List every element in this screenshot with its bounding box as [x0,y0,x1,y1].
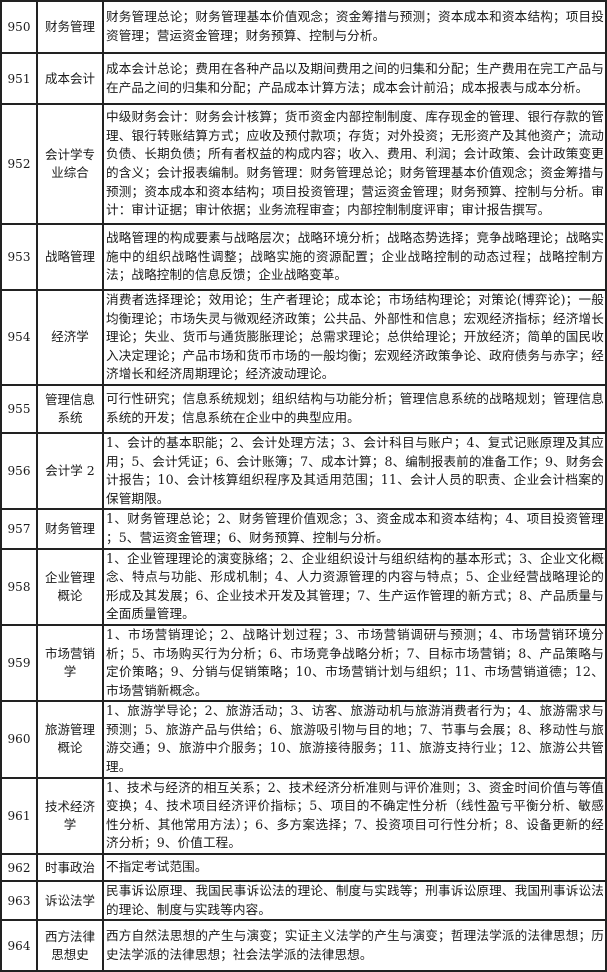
subject-code: 957 [0,508,38,550]
table-row: 956 会计学 2 1、会计的基本职能；2、会计处理方法；3、会计科目与账户；4、复… [0,431,607,511]
subject-name: 市场营销学 [36,623,104,703]
subject-code: 961 [0,776,38,856]
subject-content: 中级财务会计：财务会计核算；货币资金内部控制制度、库存现金的管理、银行存款的管理… [102,103,607,225]
subject-content: 1、旅游学导论；2、旅游活动；3、访客、旅游动机与旅游消费者行为；4、旅游需求与… [102,700,607,779]
subject-name: 成本会计 [36,52,104,105]
subject-content: 西方自然法思想的产生与演变；实证主义法学的产生与演变；哲理法学派的法律思想；历史… [102,919,607,972]
subject-code: 953 [0,223,38,291]
subject-code: 960 [0,700,38,779]
table-row: 964 西方法律思想史 西方自然法思想的产生与演变；实证主义法学的产生与演变；哲理法… [0,919,607,972]
subject-content: 财务管理总论；财务管理基本价值观念；资金筹措与预测；资本成本和资本结构；项目投资… [102,0,607,54]
table-row: 950 财务管理 财务管理总论；财务管理基本价值观念；资金筹措与预测；资本成本和资本… [0,0,607,54]
subject-code: 958 [0,547,38,626]
subject-code: 964 [0,919,38,972]
subject-code: 951 [0,52,38,105]
table-row: 951 成本会计 成本会计总论；费用在各种产品以及期间费用之间的归集和分配；生产费用… [0,52,607,105]
subject-content: 1、技术与经济的相互关系；2、技术经济分析准则与评价准则；3、资金时间价值与等值… [102,776,607,856]
subject-name: 财务管理 [36,0,104,54]
subject-name: 管理信息系统 [36,383,104,434]
subject-content: 消费者选择理论；效用论；生产者理论；成本论；市场结构理论；对策论(博弈论)；一般… [102,289,607,386]
subject-code: 950 [0,0,38,54]
table-row: 959 市场营销学 1、市场营销理论；2、战略计划过程；3、市场营销调研与预测；4、… [0,623,607,703]
subject-name: 旅游管理概论 [36,700,104,779]
subject-content: 战略管理的构成要素与战略层次；战略环境分析；战略态势选择；竞争战略理论；战略实施… [102,223,607,291]
subject-name: 会计学专业综合 [36,103,104,225]
subject-content: 1、会计的基本职能；2、会计处理方法；3、会计科目与账户；4、复式记账原理及其应… [102,431,607,511]
subject-name: 西方法律思想史 [36,919,104,972]
table-row: 957 财务管理 1、财务管理总论；2、财务管理价值观念；3、资金成本和资本结构；4… [0,508,607,550]
subject-name: 经济学 [36,289,104,386]
table-row: 953 战略管理 战略管理的构成要素与战略层次；战略环境分析；战略态势选择；竞争战… [0,223,607,291]
subject-code: 962 [0,853,38,883]
subject-code: 952 [0,103,38,225]
subject-code: 956 [0,431,38,511]
table-row: 954 经济学 消费者选择理论；效用论；生产者理论；成本论；市场结构理论；对策论(博… [0,289,607,386]
subject-name: 财务管理 [36,508,104,550]
subject-name: 企业管理概论 [36,547,104,626]
subject-name: 技术经济学 [36,776,104,856]
table-row: 963 诉讼法学 民事诉讼原理、我国民事诉讼法的理论、制度与实践等；刑事诉讼原理、我… [0,880,607,922]
subject-content: 1、市场营销理论；2、战略计划过程；3、市场营销调研与预测；4、市场营销环境分析… [102,623,607,703]
subject-code: 954 [0,289,38,386]
subject-code: 959 [0,623,38,703]
table-row: 962 时事政治 不指定考试范围。 [0,853,607,883]
table-row: 952 会计学专业综合 中级财务会计：财务会计核算；货币资金内部控制制度、库存现金的… [0,103,607,225]
table-row: 955 管理信息系统 可行性研究；信息系统规划；组织结构与功能分析；管理信息系统的战… [0,383,607,434]
subject-content: 民事诉讼原理、我国民事诉讼法的理论、制度与实践等；刑事诉讼原理、我国刑事诉讼法的… [102,880,607,922]
subject-content: 1、财务管理总论；2、财务管理价值观念；3、资金成本和资本结构；4、项目投资管理… [102,508,607,550]
subject-content: 可行性研究；信息系统规划；组织结构与功能分析；管理信息系统的战略规划；管理信息系… [102,383,607,434]
subject-name: 会计学 2 [36,431,104,511]
subject-name: 诉讼法学 [36,880,104,922]
subject-content: 1、企业管理理论的演变脉络；2、企业组织设计与组织结构的基本形式；3、企业文化概… [102,547,607,626]
table-row: 958 企业管理概论 1、企业管理理论的演变脉络；2、企业组织设计与组织结构的基本形… [0,547,607,626]
subject-name: 战略管理 [36,223,104,291]
subject-code: 963 [0,880,38,922]
subject-name: 时事政治 [36,853,104,883]
table-row: 961 技术经济学 1、技术与经济的相互关系；2、技术经济分析准则与评价准则；3、资… [0,776,607,856]
table-row: 960 旅游管理概论 1、旅游学导论；2、旅游活动；3、访客、旅游动机与旅游消费者行… [0,700,607,779]
subject-code: 955 [0,383,38,434]
subject-content: 不指定考试范围。 [102,853,607,883]
subject-content: 成本会计总论；费用在各种产品以及期间费用之间的归集和分配；生产费用在完工产品与在… [102,52,607,105]
